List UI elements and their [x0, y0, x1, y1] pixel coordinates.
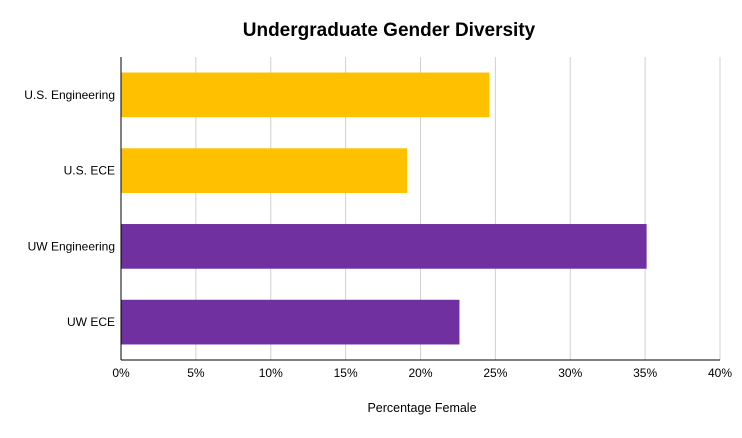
category-label: U.S. ECE	[64, 164, 115, 178]
x-tick-label: 20%	[408, 366, 432, 380]
x-tick-label: 30%	[558, 366, 582, 380]
bar	[121, 72, 490, 118]
x-tick-label: 25%	[483, 366, 507, 380]
bar	[121, 148, 408, 193]
x-tick-label: 0%	[112, 366, 130, 380]
category-label: U.S. Engineering	[24, 88, 115, 102]
x-axis-title: Percentage Female	[367, 401, 476, 415]
chart-title: Undergraduate Gender Diversity	[242, 20, 536, 41]
x-tick-label: 15%	[334, 366, 358, 380]
category-label: UW Engineering	[28, 239, 115, 253]
x-tick-label: 40%	[708, 366, 732, 380]
category-label: UW ECE	[67, 315, 115, 329]
x-tick-label: 10%	[259, 366, 283, 380]
bar	[121, 299, 460, 345]
x-tick-label: 5%	[187, 366, 205, 380]
bar	[121, 224, 647, 269]
x-tick-label: 35%	[633, 366, 657, 380]
